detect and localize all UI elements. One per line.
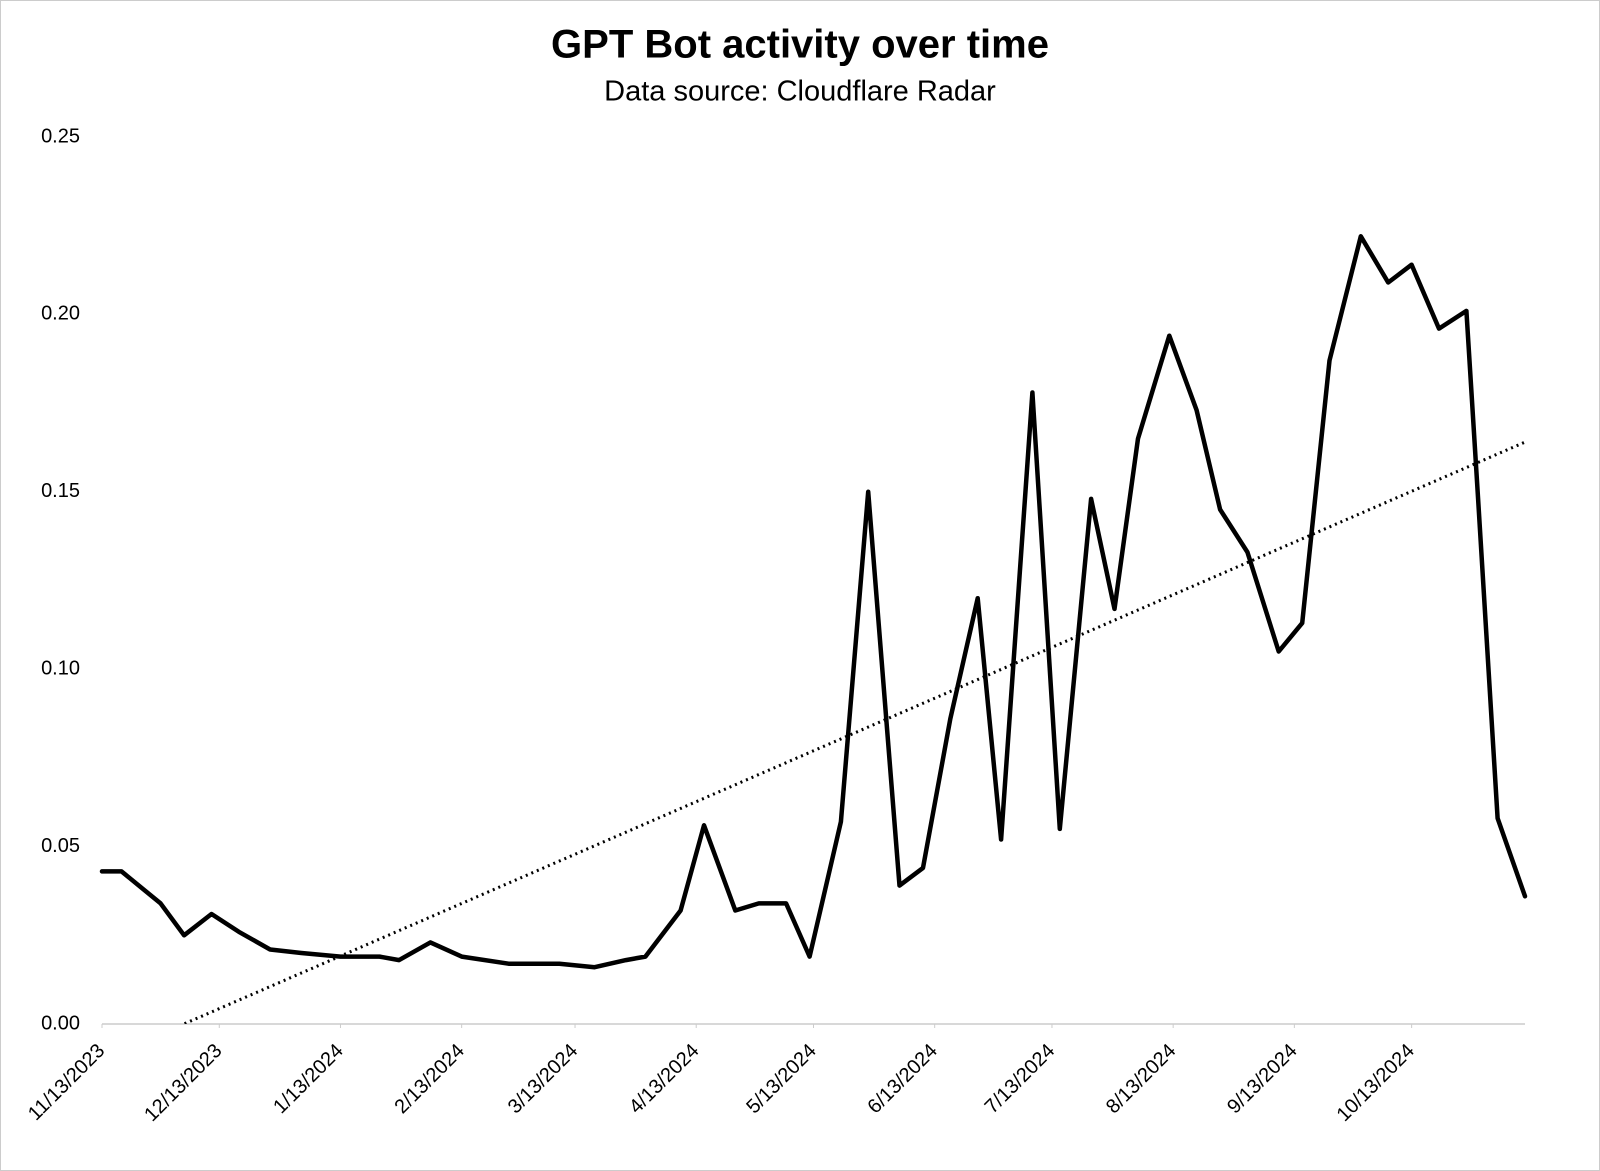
y-tick-label: 0.00 xyxy=(41,1012,80,1034)
chart-title: GPT Bot activity over time xyxy=(551,23,1049,67)
chart-subtitle: Data source: Cloudflare Radar xyxy=(604,76,996,108)
data-line xyxy=(99,234,1528,970)
y-tick-label: 0.10 xyxy=(41,657,80,679)
y-tick-label: 0.15 xyxy=(41,480,80,502)
y-tick-label: 0.25 xyxy=(41,125,80,147)
y-tick-label: 0.20 xyxy=(41,303,80,325)
y-tick-label: 0.05 xyxy=(41,835,80,857)
